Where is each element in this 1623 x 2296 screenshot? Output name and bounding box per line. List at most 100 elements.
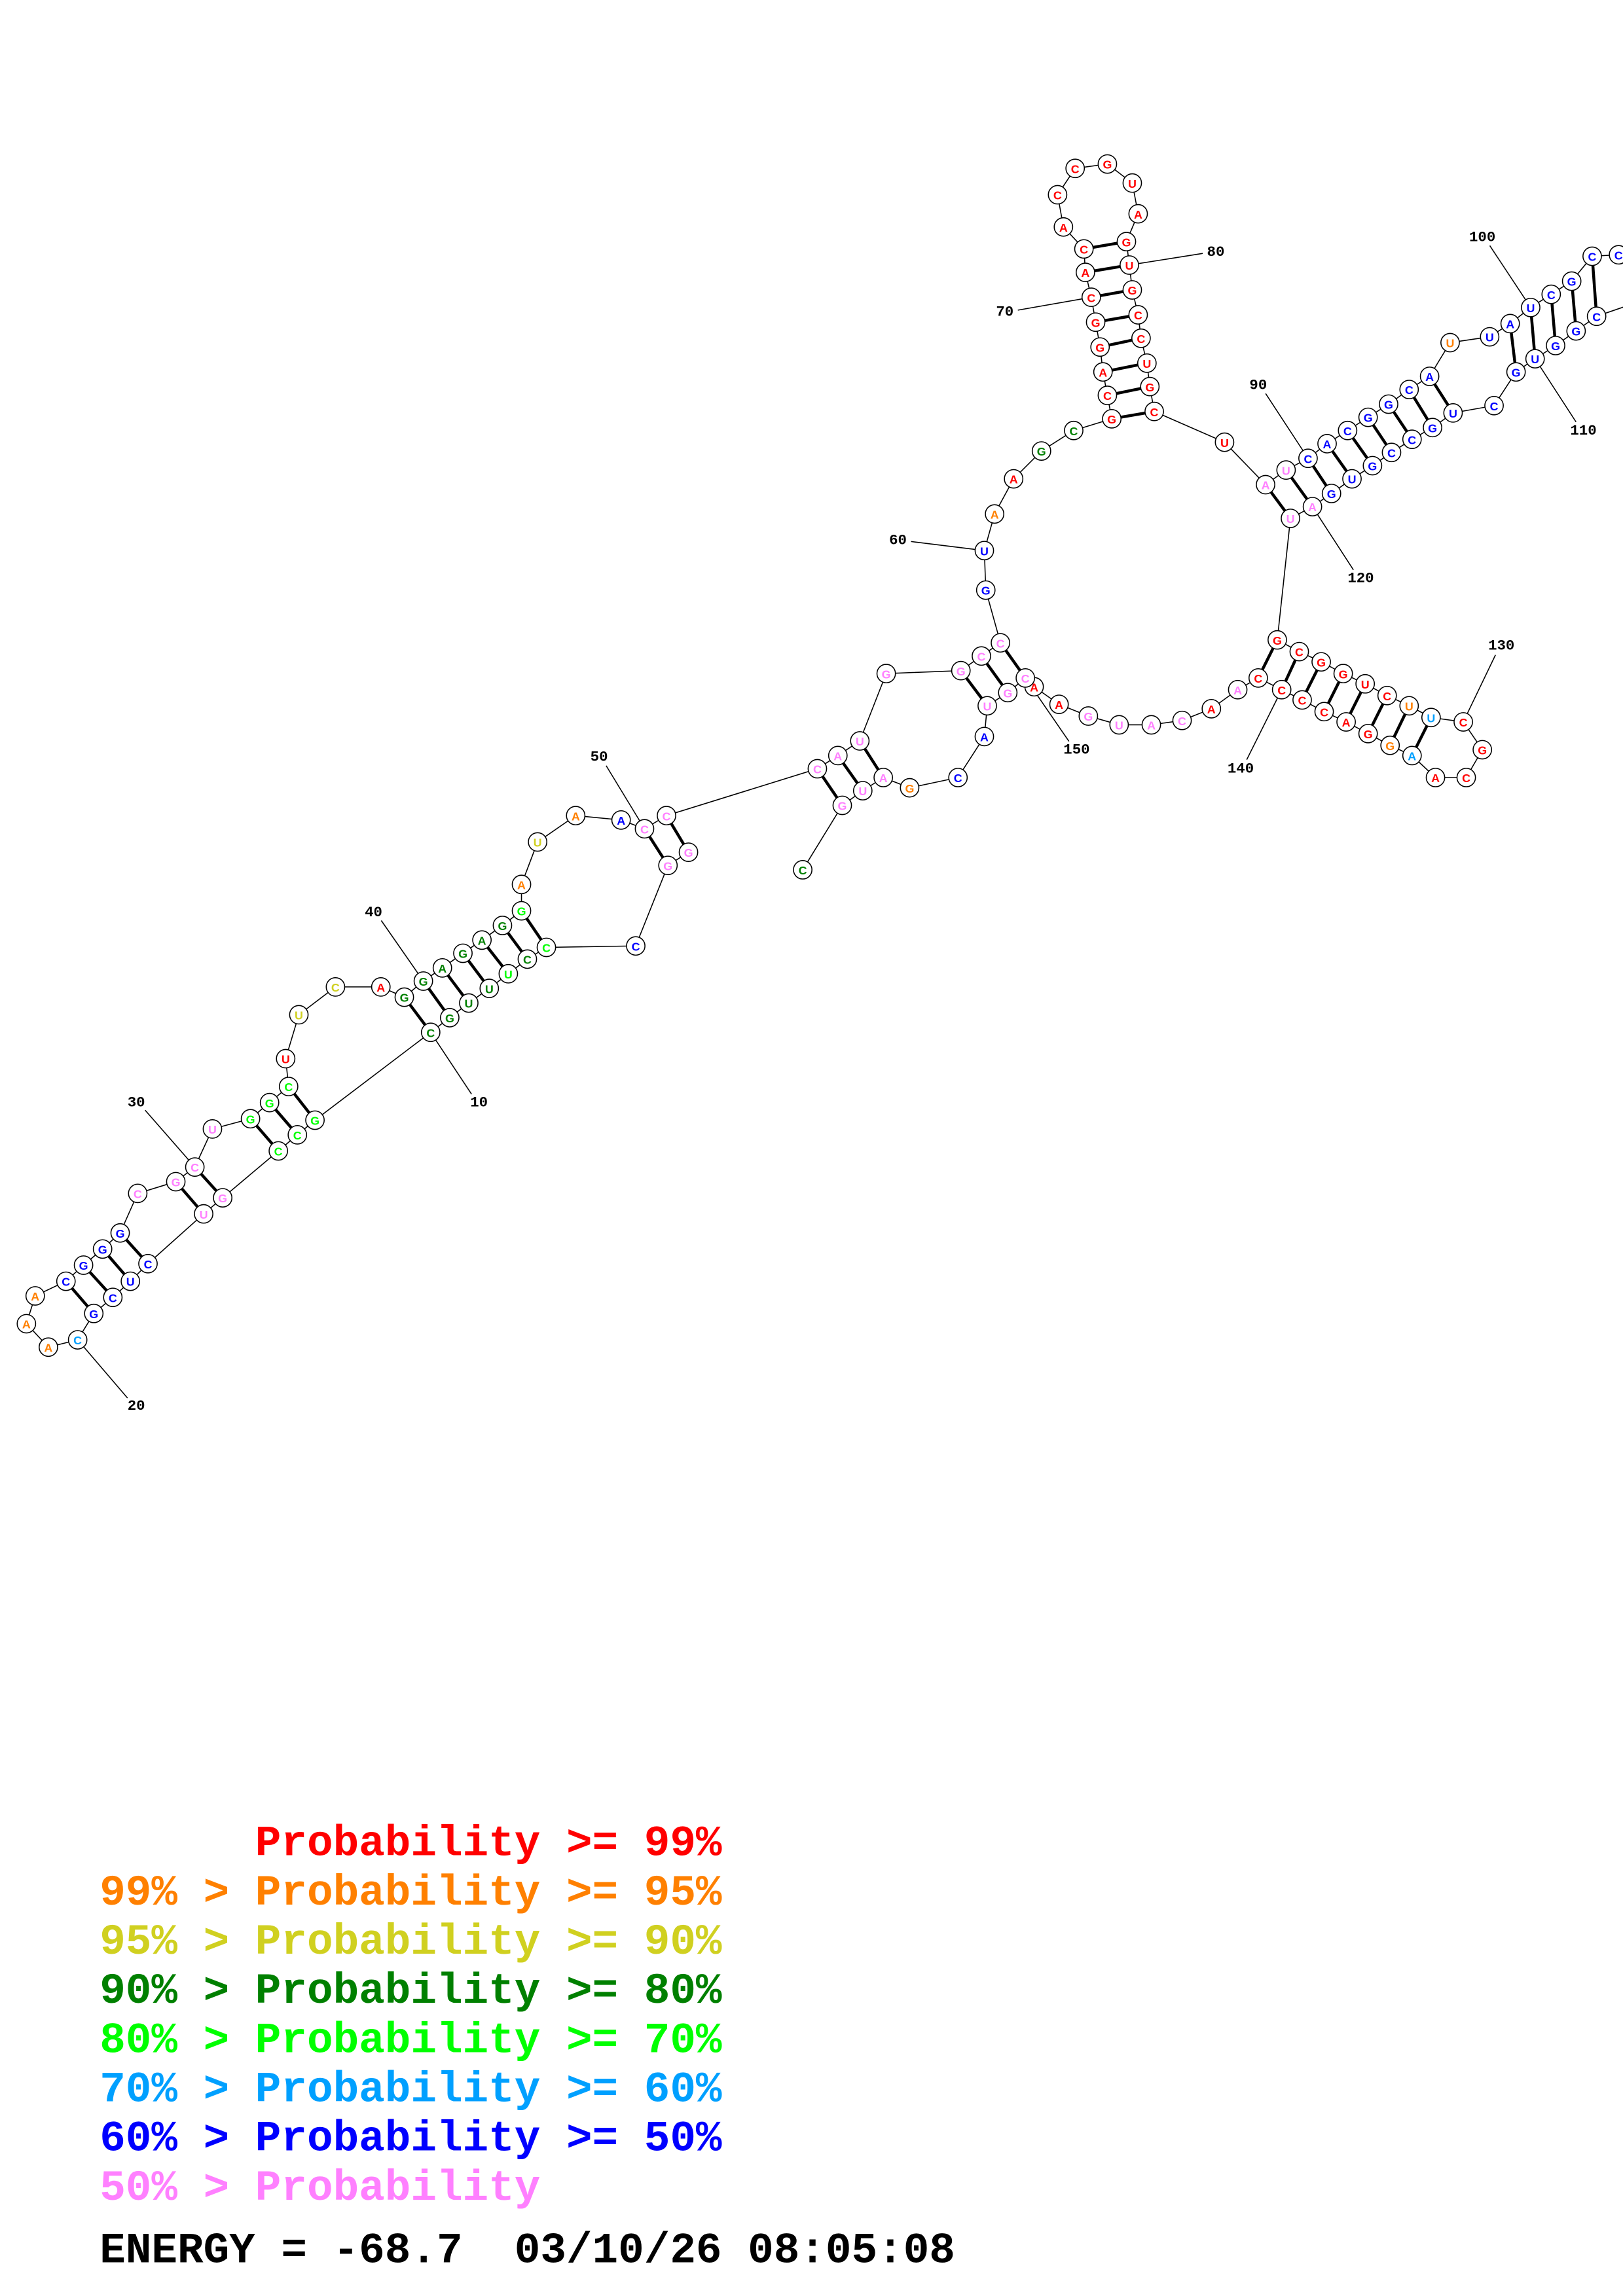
nucleotide-circle: [1421, 708, 1441, 728]
nucleotide: A: [991, 508, 999, 521]
nucleotide: A: [1425, 370, 1434, 384]
nucleotide: U: [1405, 700, 1413, 713]
position-tick: [911, 541, 985, 551]
nucleotide: C: [1298, 694, 1307, 708]
nucleotide-circle: [1228, 679, 1248, 700]
nucleotide-circle: [1271, 679, 1292, 700]
nucleotide-circle: [1333, 664, 1353, 684]
nucleotide: G: [498, 920, 507, 933]
nucleotide-circle: [56, 1271, 76, 1291]
nucleotide: U: [1125, 259, 1134, 272]
nucleotide-circle: [1102, 408, 1122, 429]
nucleotide-circle: [793, 860, 812, 880]
nucleotide-circle: [371, 977, 391, 997]
nucleotide: G: [419, 975, 428, 988]
position-label: 30: [128, 1094, 145, 1111]
nucleotide-circle: [626, 936, 646, 956]
nucleotide-circle: [1141, 715, 1161, 735]
position-tick: [1535, 358, 1577, 423]
nucleotide-circle: [1321, 484, 1341, 503]
nucleotide: C: [1592, 310, 1601, 323]
nucleotide-circle: [1317, 434, 1337, 454]
nucleotide-circle: [268, 1141, 289, 1161]
nucleotide-circle: [1090, 337, 1110, 357]
nucleotide-circle: [1443, 403, 1463, 423]
nucleotide-circle: [828, 745, 848, 766]
position-label: 90: [1249, 376, 1267, 393]
nucleotide-circle: [1362, 456, 1383, 476]
nucleotide-circle: [948, 768, 968, 787]
position-tick: [145, 1109, 196, 1168]
nucleotide: C: [542, 942, 551, 955]
nucleotide-circle: [194, 1204, 213, 1224]
nucleotide: C: [1178, 715, 1186, 728]
nucleotide: C: [996, 637, 1005, 650]
nucleotide-circle: [807, 759, 828, 779]
nucleotide: U: [126, 1276, 135, 1289]
nucleotide: A: [1506, 318, 1514, 331]
nucleotide-circle: [1419, 367, 1440, 386]
position-ticks: 10 20 30 40 50 60 70 80 90 100 110 120 130 140 150: [77, 228, 1597, 1414]
nucleotide: G: [1128, 284, 1137, 297]
nucleotide: G: [1122, 236, 1131, 249]
legend-entry: 99% > Probability >= 95%: [100, 1869, 722, 1918]
nucleotide-circle: [213, 1188, 233, 1208]
nucleotide: G: [981, 584, 991, 598]
nucleotide-circle: [876, 664, 896, 684]
nucleotide: G: [663, 859, 672, 872]
nucleotide-circle: [974, 541, 994, 561]
nucleotide: G: [89, 1308, 98, 1321]
nucleotide-circle: [977, 696, 997, 716]
nucleotide-circle: [1358, 723, 1378, 744]
nucleotide-circle: [1302, 497, 1322, 516]
nucleotide: A: [1010, 473, 1018, 486]
nucleotide-circle: [1256, 475, 1275, 495]
nucleotide-circle: [1423, 418, 1442, 438]
nucleotide: U: [983, 700, 992, 713]
nucleotide: A: [1262, 479, 1270, 492]
nucleotide: G: [1003, 687, 1012, 700]
nucleotide-circle: [1031, 441, 1051, 461]
nucleotide-circle: [1381, 442, 1402, 463]
nucleotide-circle: [1140, 376, 1160, 397]
nucleotide-circle: [1561, 271, 1582, 291]
legend-entry: 90% > Probability >= 80%: [100, 1967, 722, 2016]
legend: Probability >= 99%99% > Probability >= 9…: [100, 1820, 955, 2276]
nucleotide: U: [485, 982, 494, 996]
nucleotide: G: [1084, 710, 1093, 723]
base-pairs: [65, 240, 1598, 1315]
nucleotide: C: [1103, 389, 1112, 403]
nucleotide: A: [1147, 719, 1156, 732]
nucleotide-circle: [1342, 469, 1362, 489]
nucleotide-circle: [1053, 217, 1074, 237]
nucleotide: A: [1081, 266, 1089, 279]
nucleotide: U: [200, 1208, 208, 1221]
nucleotide-circle: [511, 874, 532, 895]
nucleotide-circle: [305, 1110, 325, 1130]
nucleotide-circle: [1004, 469, 1024, 489]
nucleotide-circle: [1064, 420, 1084, 440]
nucleotide: A: [833, 750, 842, 763]
nucleotide: C: [331, 981, 340, 994]
nucleotide-circle: [1456, 768, 1476, 787]
nucleotide-circle: [1521, 297, 1541, 317]
nucleotide-circle: [259, 1092, 280, 1113]
nucleotide-circle: [1267, 630, 1287, 650]
position-label: 40: [365, 904, 382, 921]
nucleotide-circle: [1480, 327, 1500, 347]
nucleotide-circle: [1078, 706, 1099, 726]
nucleotide: G: [218, 1192, 227, 1205]
nucleotide-circle: [1172, 710, 1192, 730]
position-label: 50: [591, 749, 608, 766]
nucleotide-circle: [25, 1286, 45, 1306]
nucleotide: C: [523, 954, 532, 967]
nucleotide: G: [1384, 399, 1393, 412]
nucleotide-circle: [658, 855, 678, 876]
nucleotide: A: [1408, 750, 1416, 763]
nucleotide-circle: [1065, 158, 1085, 179]
nucleotide-circle: [1506, 362, 1526, 382]
nucleotide: C: [1343, 425, 1352, 438]
nucleotide: U: [534, 836, 542, 850]
nucleotide: U: [465, 997, 473, 1011]
